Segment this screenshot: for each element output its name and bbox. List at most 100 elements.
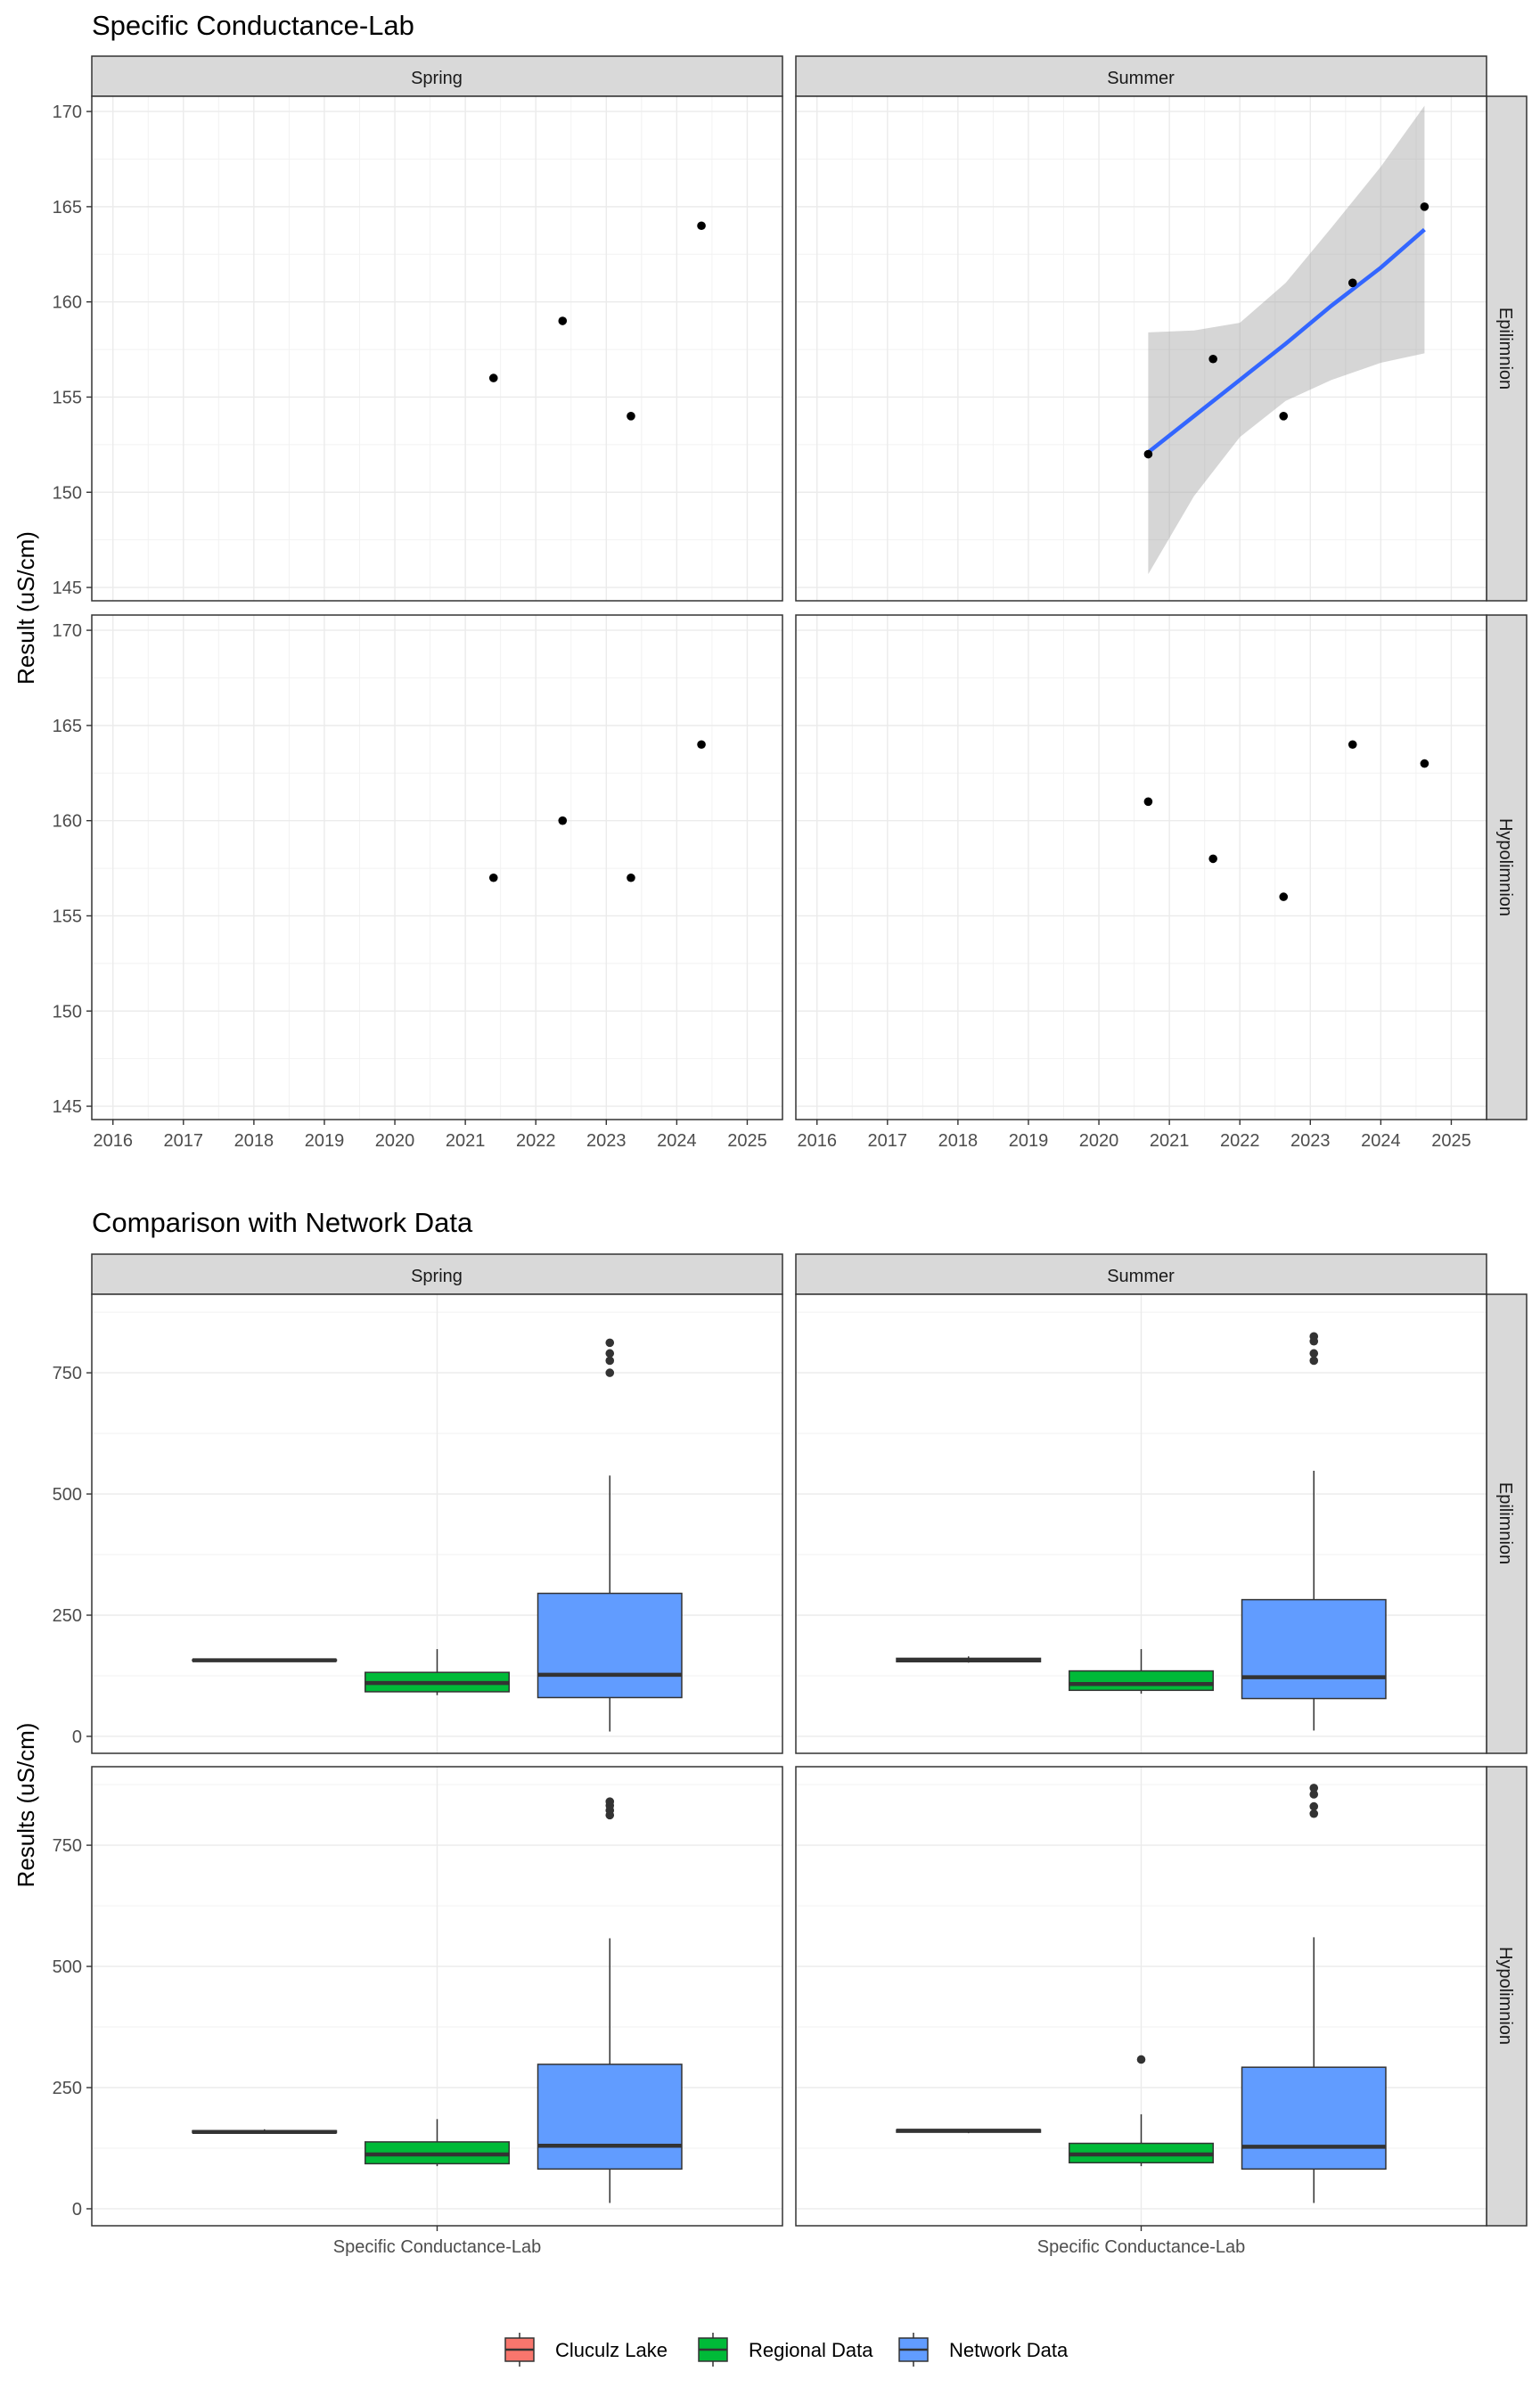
x-tick-label-2016: 2016 <box>93 1131 133 1151</box>
x-tick-label: Specific Conductance-Lab <box>333 2237 541 2257</box>
x-tick-label-2019: 2019 <box>305 1131 345 1151</box>
outlier-point <box>605 1356 615 1366</box>
chart2-panel-spring-hypolimnion <box>91 1766 783 2227</box>
box-cluculz-lake <box>896 1656 1042 1663</box>
panel-background <box>92 615 782 1120</box>
chart1-title: Specific Conductance-Lab <box>92 10 414 41</box>
y-tick-label-0: 0 <box>72 1727 82 1747</box>
legend-item-cluculz-lake: Cluculz Lake <box>504 2333 668 2367</box>
y-tick-label-145: 145 <box>53 578 82 598</box>
data-point <box>1348 278 1357 288</box>
y-tick-label-750: 750 <box>53 1836 82 1856</box>
box-network-data <box>1241 1332 1387 1731</box>
data-point <box>558 816 568 825</box>
outlier-point <box>1309 1801 1319 1811</box>
x-tick-label-2016: 2016 <box>797 1131 837 1151</box>
data-point <box>1420 202 1429 211</box>
outlier-point <box>1309 1349 1319 1358</box>
chart1-strip-epilimnion: Epilimnion <box>1486 95 1528 602</box>
data-point <box>1208 354 1217 364</box>
chart1-strip-hypolimnion-label: Hypolimnion <box>1495 818 1515 916</box>
outlier-point <box>1136 2055 1146 2064</box>
outlier-point <box>605 1797 615 1806</box>
y-tick-label-150: 150 <box>53 483 82 503</box>
y-tick-label-160: 160 <box>53 293 82 313</box>
x-tick-label-2020: 2020 <box>1079 1131 1119 1151</box>
box-iqr <box>537 2064 683 2170</box>
box-iqr <box>1069 1670 1214 1692</box>
data-point <box>558 316 568 325</box>
chart2-strip-summer-label: Summer <box>1107 1267 1175 1286</box>
legend-label-regional-data: Regional Data <box>749 2339 873 2361</box>
box-network-data <box>1241 1784 1387 2203</box>
legend: Cluculz Lake Regional Data Network Data <box>504 2333 1069 2367</box>
x-tick-label-2018: 2018 <box>234 1131 274 1151</box>
y-tick-label-500: 500 <box>53 1957 82 1977</box>
x-tick-label-2020: 2020 <box>375 1131 415 1151</box>
chart2-strip-epilimnion-label: Epilimnion <box>1495 1482 1515 1564</box>
data-point <box>697 221 706 231</box>
y-tick-label-0: 0 <box>72 2200 82 2220</box>
outlier-point <box>1309 1809 1319 1818</box>
y-tick-label-250: 250 <box>53 1606 82 1626</box>
panel-border <box>795 614 1487 1120</box>
chart1-strip-spring: Spring <box>91 55 783 97</box>
x-tick-label-2025: 2025 <box>727 1131 767 1151</box>
y-tick-label-170: 170 <box>53 103 82 122</box>
chart1-panel-summer-hypolimnion <box>795 614 1487 1120</box>
panel-background <box>796 615 1487 1120</box>
box-cluculz-lake <box>896 2129 1042 2134</box>
chart2-strip-spring: Spring <box>91 1253 783 1295</box>
x-tick-label-2017: 2017 <box>868 1131 908 1151</box>
chart2-panel-spring-epilimnion <box>91 1293 783 1754</box>
chart1-panel-spring-hypolimnion <box>91 614 783 1120</box>
x-tick-label-2021: 2021 <box>1150 1131 1190 1151</box>
box-regional-data <box>365 1649 510 1695</box>
chart2-panel-summer-hypolimnion <box>795 1766 1487 2227</box>
y-tick-label-160: 160 <box>53 812 82 832</box>
legend-item-network-data: Network Data <box>898 2333 1069 2367</box>
chart1-panel-summer-epilimnion <box>795 95 1487 602</box>
panel-border <box>91 95 783 602</box>
chart1-strip-epilimnion-label: Epilimnion <box>1495 308 1515 390</box>
chart2-strip-epilimnion: Epilimnion <box>1486 1293 1528 1754</box>
box-cluculz-lake <box>192 2129 338 2135</box>
y-tick-label-150: 150 <box>53 1002 82 1022</box>
y-tick-label-500: 500 <box>53 1485 82 1505</box>
legend-item-regional-data: Regional Data <box>698 2333 873 2367</box>
y-tick-label-145: 145 <box>53 1097 82 1117</box>
x-tick-label-2018: 2018 <box>938 1131 979 1151</box>
x-tick-label-2022: 2022 <box>516 1131 556 1151</box>
chart1-strip-spring-label: Spring <box>411 69 463 88</box>
outlier-point <box>605 1368 615 1377</box>
box-iqr <box>537 1592 683 1699</box>
panel-border <box>795 95 1487 602</box>
data-point <box>697 740 706 750</box>
box-network-data <box>537 1338 683 1732</box>
outlier-point <box>605 1349 615 1358</box>
data-point <box>1279 892 1289 901</box>
outlier-point <box>1309 1332 1319 1342</box>
box-regional-data <box>1069 2055 1214 2167</box>
chart2-title: Comparison with Network Data <box>92 1207 473 1238</box>
x-tick-label: Specific Conductance-Lab <box>1037 2237 1245 2257</box>
x-tick-label-2023: 2023 <box>1290 1131 1331 1151</box>
box-network-data <box>537 1797 683 2203</box>
chart2-strip-hypolimnion: Hypolimnion <box>1486 1766 1528 2227</box>
panel-border <box>91 614 783 1120</box>
trend-line <box>1147 227 1426 455</box>
y-tick-label-165: 165 <box>53 717 82 736</box>
data-point <box>1420 759 1429 768</box>
x-tick-label-2024: 2024 <box>657 1131 697 1151</box>
chart2-panel-summer-epilimnion <box>795 1293 1487 1754</box>
outlier-point <box>605 1338 615 1348</box>
panel-border <box>795 1293 1487 1754</box>
x-tick-label-2022: 2022 <box>1220 1131 1260 1151</box>
legend-label-network-data: Network Data <box>949 2339 1069 2361</box>
box-regional-data <box>365 2119 510 2167</box>
confidence-band <box>1148 105 1425 575</box>
x-tick-label-2023: 2023 <box>586 1131 627 1151</box>
data-point <box>627 412 635 421</box>
data-point <box>1143 797 1153 807</box>
data-point <box>627 873 635 882</box>
